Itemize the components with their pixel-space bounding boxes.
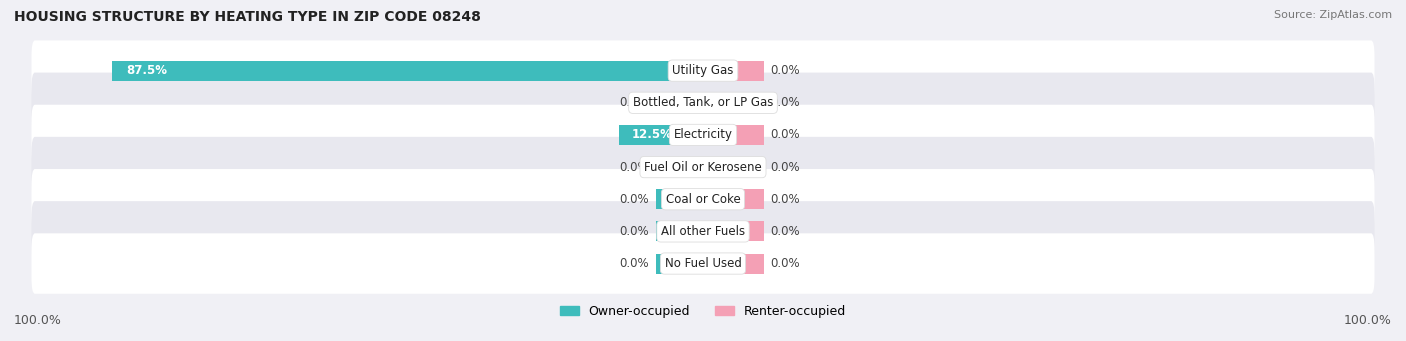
Text: 0.0%: 0.0%: [620, 225, 650, 238]
Bar: [655, 254, 703, 273]
Bar: [703, 189, 763, 209]
Bar: [703, 125, 763, 145]
Bar: [112, 61, 703, 80]
FancyBboxPatch shape: [31, 169, 1375, 229]
FancyBboxPatch shape: [31, 105, 1375, 165]
Text: 0.0%: 0.0%: [620, 96, 650, 109]
Text: 100.0%: 100.0%: [14, 314, 62, 327]
Text: 12.5%: 12.5%: [633, 129, 673, 142]
Text: HOUSING STRUCTURE BY HEATING TYPE IN ZIP CODE 08248: HOUSING STRUCTURE BY HEATING TYPE IN ZIP…: [14, 10, 481, 24]
Text: 0.0%: 0.0%: [770, 257, 800, 270]
Text: 87.5%: 87.5%: [127, 64, 167, 77]
Text: 0.0%: 0.0%: [770, 225, 800, 238]
Bar: [619, 125, 703, 145]
Text: Utility Gas: Utility Gas: [672, 64, 734, 77]
Text: No Fuel Used: No Fuel Used: [665, 257, 741, 270]
Text: 0.0%: 0.0%: [620, 257, 650, 270]
Text: Electricity: Electricity: [673, 129, 733, 142]
Bar: [703, 61, 763, 80]
Bar: [703, 93, 763, 113]
Bar: [655, 221, 703, 241]
Text: 0.0%: 0.0%: [770, 129, 800, 142]
Text: Bottled, Tank, or LP Gas: Bottled, Tank, or LP Gas: [633, 96, 773, 109]
FancyBboxPatch shape: [31, 137, 1375, 197]
FancyBboxPatch shape: [31, 73, 1375, 133]
Text: Source: ZipAtlas.com: Source: ZipAtlas.com: [1274, 10, 1392, 20]
Text: 0.0%: 0.0%: [770, 161, 800, 174]
Bar: [655, 93, 703, 113]
Bar: [703, 221, 763, 241]
FancyBboxPatch shape: [31, 41, 1375, 101]
Text: 0.0%: 0.0%: [770, 64, 800, 77]
Text: Coal or Coke: Coal or Coke: [665, 193, 741, 206]
Text: All other Fuels: All other Fuels: [661, 225, 745, 238]
Text: 0.0%: 0.0%: [620, 193, 650, 206]
Text: 0.0%: 0.0%: [770, 96, 800, 109]
Text: Fuel Oil or Kerosene: Fuel Oil or Kerosene: [644, 161, 762, 174]
Bar: [703, 157, 763, 177]
Bar: [655, 189, 703, 209]
Legend: Owner-occupied, Renter-occupied: Owner-occupied, Renter-occupied: [555, 300, 851, 323]
FancyBboxPatch shape: [31, 201, 1375, 262]
Text: 100.0%: 100.0%: [1344, 314, 1392, 327]
Text: 0.0%: 0.0%: [620, 161, 650, 174]
FancyBboxPatch shape: [31, 233, 1375, 294]
Text: 0.0%: 0.0%: [770, 193, 800, 206]
Bar: [703, 254, 763, 273]
Bar: [655, 157, 703, 177]
